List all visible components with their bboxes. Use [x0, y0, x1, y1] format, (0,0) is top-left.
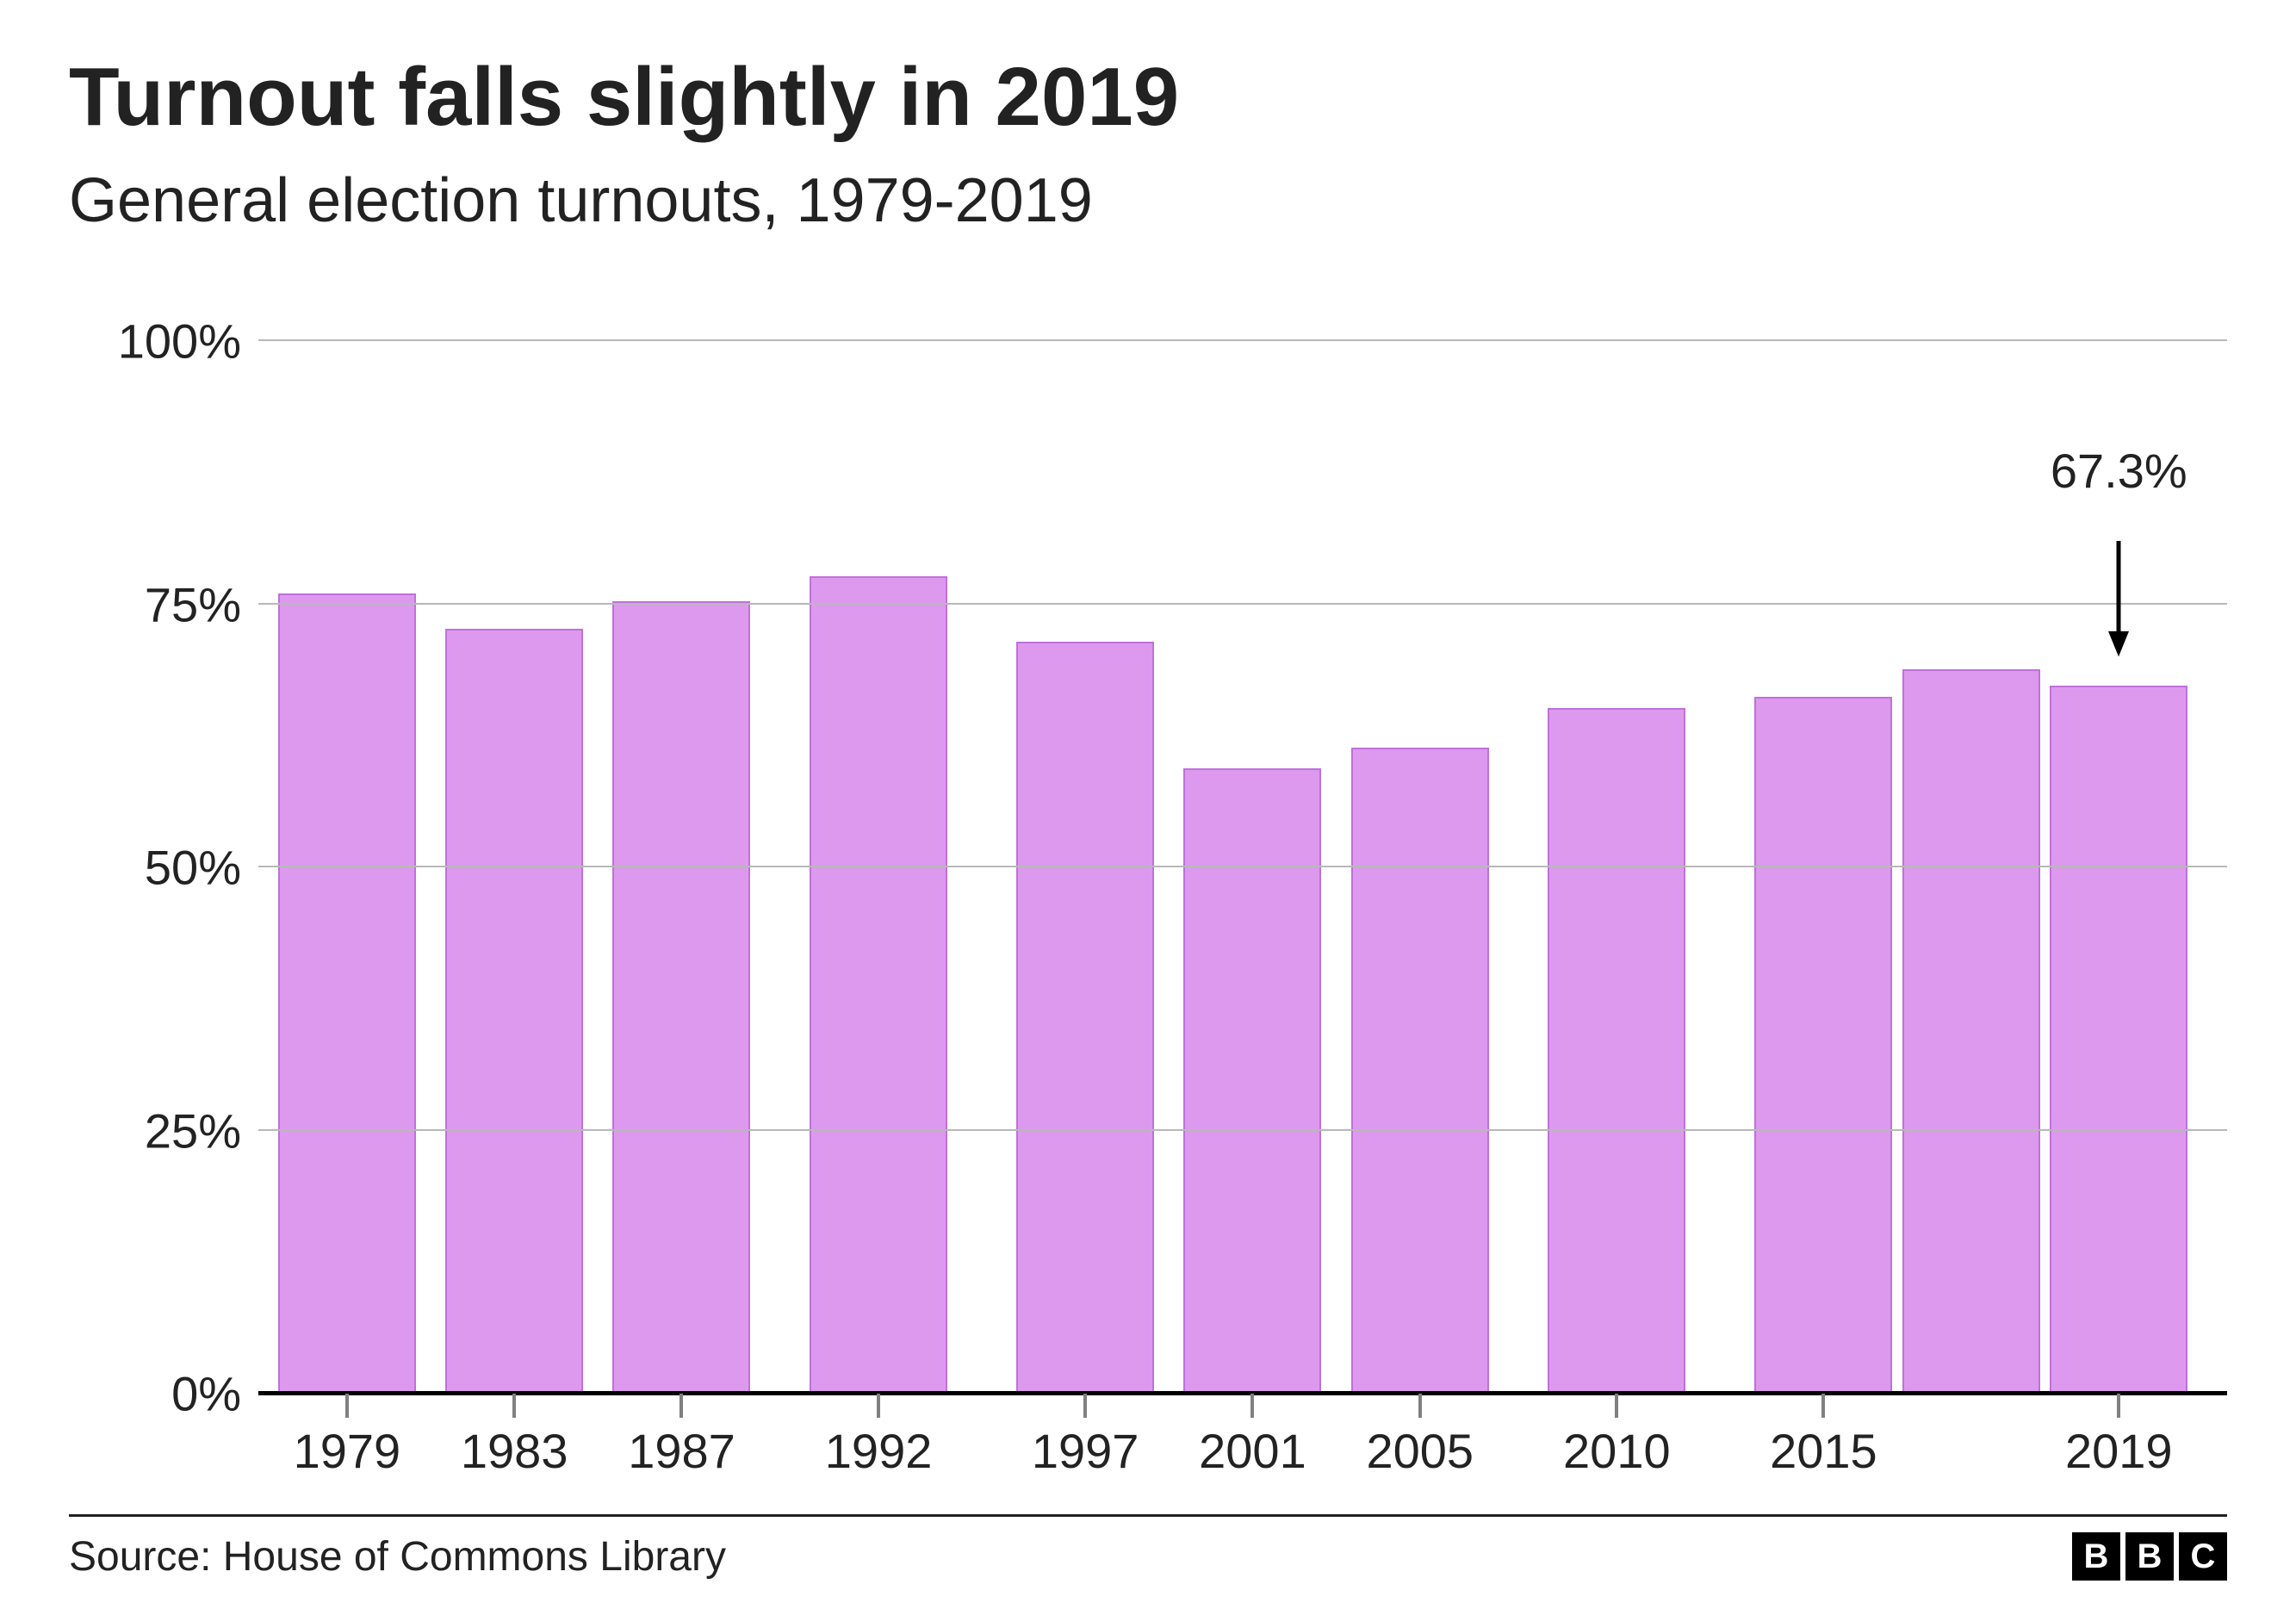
x-tick-mark [877, 1394, 880, 1418]
annotation-label: 67.3% [2051, 443, 2187, 499]
bar [1183, 768, 1321, 1394]
x-tick-mark [2117, 1394, 2120, 1418]
x-tick-mark [1250, 1394, 1254, 1418]
x-tick-label: 2001 [1199, 1423, 1306, 1479]
y-tick-label: 50% [145, 840, 241, 896]
bar [810, 576, 947, 1394]
gridline [258, 603, 2227, 605]
x-tick-label: 2010 [1563, 1423, 1671, 1479]
bar [1548, 708, 1685, 1394]
chart-container: Turnout falls slightly in 2019 General e… [0, 0, 2296, 1615]
bbc-logo-letter: C [2179, 1532, 2227, 1581]
y-tick-label: 25% [145, 1103, 241, 1158]
source-text: Source: House of Commons Library [69, 1533, 726, 1581]
bar [1902, 669, 2040, 1394]
bar [1754, 697, 1892, 1394]
x-tick-mark [1615, 1394, 1618, 1418]
x-axis-baseline [258, 1391, 2227, 1395]
x-tick-label: 1992 [825, 1423, 933, 1479]
bbc-logo: BBC [2072, 1532, 2227, 1581]
bar [1351, 748, 1489, 1394]
x-tick-label: 1979 [294, 1423, 401, 1479]
y-axis: 0%25%50%75%100% [69, 341, 258, 1394]
x-tick-label: 1983 [461, 1423, 568, 1479]
x-tick-mark [679, 1394, 683, 1418]
y-tick-label: 100% [118, 313, 241, 369]
x-tick-mark [512, 1394, 516, 1418]
bar [2050, 686, 2187, 1394]
x-tick-mark [1083, 1394, 1087, 1418]
y-tick-label: 0% [171, 1366, 241, 1422]
bbc-logo-letter: B [2125, 1532, 2174, 1581]
bar [1016, 642, 1154, 1394]
plot-area: 1979198319871992199720012005201020152019… [258, 341, 2227, 1394]
bar [445, 629, 583, 1394]
x-tick-mark [1821, 1394, 1825, 1418]
bar [612, 601, 750, 1394]
gridline [258, 339, 2227, 341]
chart-title: Turnout falls slightly in 2019 [69, 52, 2227, 143]
y-tick-label: 75% [145, 576, 241, 632]
chart-subtitle: General election turnouts, 1979-2019 [69, 164, 2227, 238]
annotation-arrow [2101, 541, 2136, 656]
x-tick-mark [345, 1394, 349, 1418]
x-tick-label: 2005 [1366, 1423, 1474, 1479]
gridline [258, 866, 2227, 867]
x-tick-label: 1997 [1032, 1423, 1139, 1479]
x-tick-label: 1987 [628, 1423, 735, 1479]
x-tick-mark [1418, 1394, 1422, 1418]
bbc-logo-letter: B [2072, 1532, 2120, 1581]
gridline [258, 1129, 2227, 1131]
x-tick-label: 2019 [2065, 1423, 2173, 1479]
chart-footer: Source: House of Commons Library BBC [69, 1514, 2227, 1581]
bar [278, 593, 416, 1394]
plot-wrapper: 0%25%50%75%100% 197919831987199219972001… [69, 341, 2227, 1394]
x-tick-label: 2015 [1770, 1423, 1877, 1479]
